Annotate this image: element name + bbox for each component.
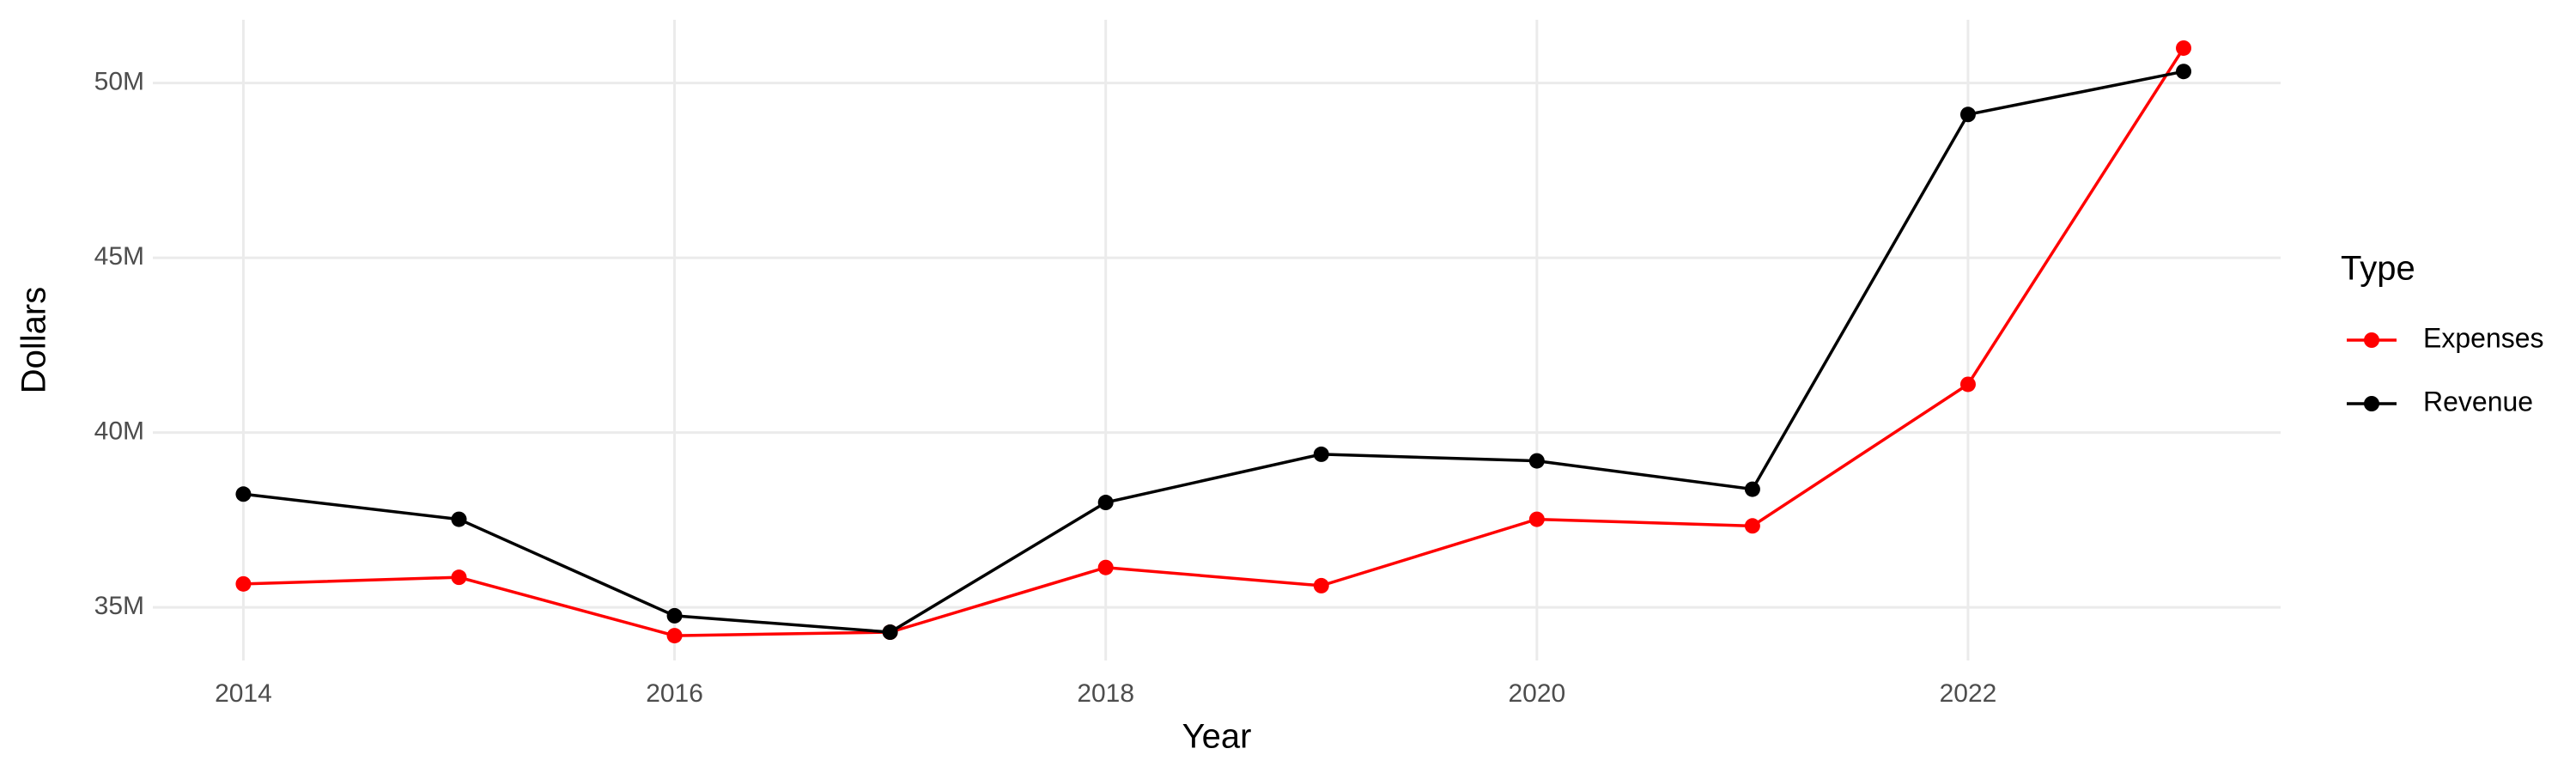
y-axis-title: Dollars <box>15 287 53 393</box>
data-point <box>235 486 252 502</box>
series-line <box>243 47 2185 637</box>
data-point <box>1744 481 1760 497</box>
y-tick-label: 35M <box>94 592 144 620</box>
data-point <box>1959 376 1976 393</box>
data-point <box>666 628 683 644</box>
data-point <box>1528 511 1545 527</box>
series-line <box>243 70 2184 634</box>
data-point <box>666 607 683 624</box>
data-point <box>235 575 252 592</box>
y-tick-label: 50M <box>94 68 144 96</box>
data-point <box>1313 577 1329 593</box>
data-point <box>1313 446 1329 462</box>
legend-label: Revenue <box>2423 386 2533 417</box>
data-point <box>451 569 467 586</box>
data-point <box>1097 495 1114 511</box>
data-point <box>1959 107 1976 123</box>
data-point <box>1528 453 1545 469</box>
x-tick-label: 2014 <box>215 679 272 708</box>
data-point <box>2176 64 2192 80</box>
legend-key-point <box>2364 396 2379 411</box>
legend-title: Type <box>2341 250 2415 288</box>
y-tick-label: 40M <box>94 417 144 446</box>
x-tick-label: 2018 <box>1077 679 1134 708</box>
data-point <box>451 511 467 527</box>
y-tick-label: 45M <box>94 242 144 271</box>
x-axis-title: Year <box>1182 718 1252 756</box>
x-tick-label: 2020 <box>1508 679 1565 708</box>
data-point <box>2176 40 2192 56</box>
x-tick-label: 2022 <box>1940 679 1997 708</box>
data-point <box>1744 518 1760 534</box>
legend-key-point <box>2364 332 2379 348</box>
data-point <box>882 624 898 641</box>
data-point <box>1097 559 1114 575</box>
legend-label: Expenses <box>2423 322 2544 353</box>
x-tick-label: 2016 <box>646 679 703 708</box>
